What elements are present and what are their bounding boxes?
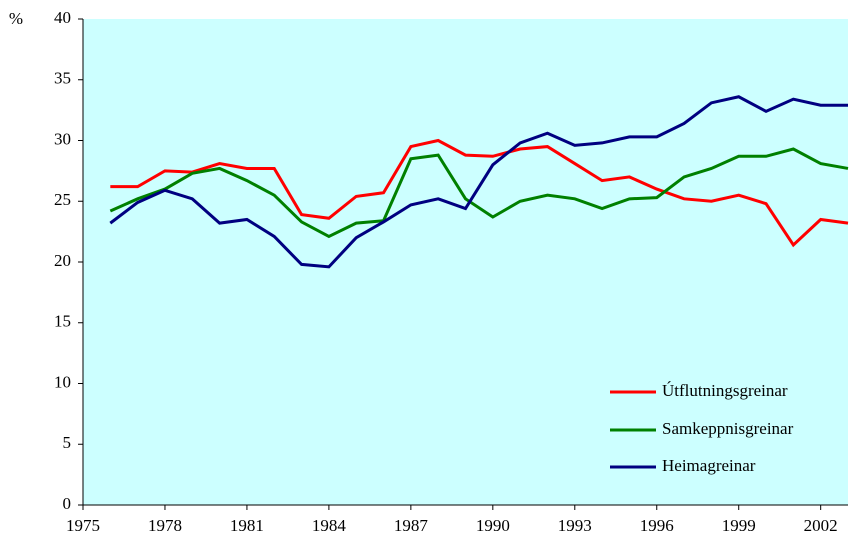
y-axis-label: %: [9, 9, 23, 28]
x-tick-label: 1996: [640, 516, 674, 535]
x-tick-label: 1984: [312, 516, 347, 535]
y-tick-label: 40: [54, 8, 71, 27]
legend-label: Heimagreinar: [662, 456, 756, 475]
y-tick-label: 25: [54, 190, 71, 209]
y-tick-label: 5: [63, 433, 72, 452]
x-tick-label: 1987: [394, 516, 429, 535]
line-series: [109, 147, 849, 239]
legend-label: Útflutningsgreinar: [662, 381, 788, 400]
y-tick-label: 15: [54, 312, 71, 331]
line-series: [109, 95, 848, 269]
y-tick-label: 0: [63, 494, 72, 513]
x-tick-label: 1999: [722, 516, 756, 535]
y-tick-label: 10: [54, 372, 71, 391]
y-tick-label: 35: [54, 69, 71, 88]
legend-label: Samkeppnisgreinar: [662, 419, 794, 438]
x-tick-label: 2002: [804, 516, 838, 535]
x-tick-label: 1990: [476, 516, 510, 535]
x-tick-label: 1981: [230, 516, 264, 535]
y-tick-label: 20: [54, 251, 71, 270]
y-tick-label: 30: [54, 129, 71, 148]
x-tick-label: 1975: [66, 516, 100, 535]
x-tick-label: 1993: [558, 516, 592, 535]
line-series: [110, 138, 849, 248]
x-tick-label: 1978: [148, 516, 182, 535]
